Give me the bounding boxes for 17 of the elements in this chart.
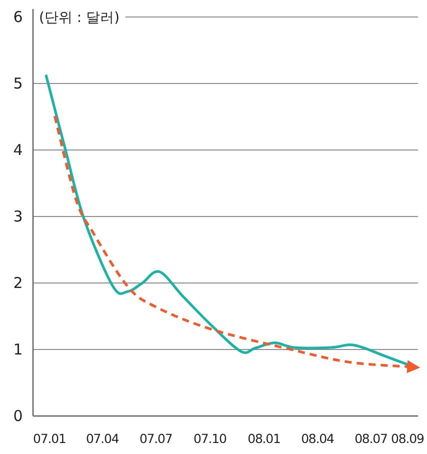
- y-tick-label: 3: [13, 208, 23, 226]
- ylabel: (단위 : 달러): [39, 10, 120, 26]
- x-tick-label: 08.09: [391, 431, 424, 446]
- x-tick-label: 08.04: [301, 431, 335, 446]
- line-series: [44, 74, 410, 366]
- x-tick-label: 07.07: [139, 431, 172, 446]
- y-tick-label: 4: [13, 141, 23, 159]
- x-tick-label: 08.01: [248, 431, 280, 446]
- y-tick-label: 1: [13, 340, 23, 358]
- y-tick-label: 0: [13, 407, 23, 425]
- y-tick-label: 5: [13, 74, 23, 92]
- x-tick-label: 08.07: [354, 431, 388, 446]
- y-tick-label: 6: [13, 8, 23, 26]
- x-tick-label: 07.01: [33, 431, 66, 446]
- x-tick-label: 07.04: [86, 431, 120, 446]
- x-tick-label: 07.10: [194, 431, 227, 446]
- y-tick-label: 2: [13, 274, 23, 292]
